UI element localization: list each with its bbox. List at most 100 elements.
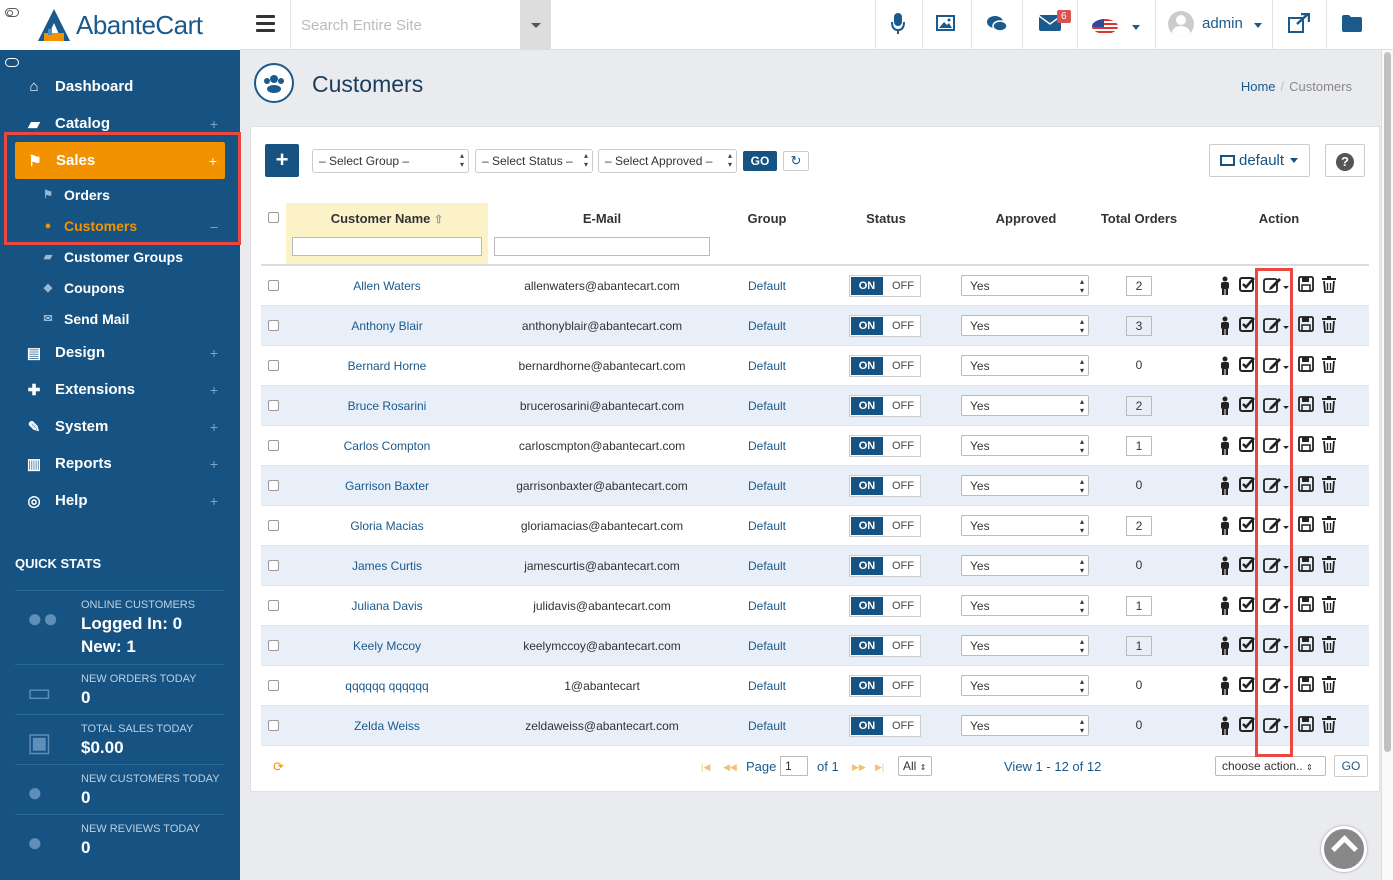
approve-check-icon[interactable] <box>1239 556 1256 573</box>
page-number-input[interactable]: 1 <box>780 756 808 776</box>
delete-trash-icon[interactable] <box>1322 596 1336 613</box>
sidebar-item-help[interactable]: ◎ Help + <box>0 482 240 519</box>
sidebar-subitem-customers[interactable]: ● Customers – <box>0 210 240 241</box>
customer-group-link[interactable]: Default <box>747 599 787 613</box>
prev-page-icon[interactable]: ◀◀ <box>723 762 737 772</box>
sidebar-subitem-customer-groups[interactable]: ▰ Customer Groups <box>0 241 240 272</box>
delete-trash-icon[interactable] <box>1322 556 1336 573</box>
chevron-down-icon[interactable] <box>1254 23 1262 28</box>
delete-trash-icon[interactable] <box>1322 436 1336 453</box>
customer-name-link[interactable]: Juliana Davis <box>351 599 423 613</box>
row-checkbox[interactable] <box>268 480 279 491</box>
delete-trash-icon[interactable] <box>1322 716 1336 733</box>
sidebar-item-system[interactable]: ✎ System + <box>0 408 240 445</box>
image-icon[interactable] <box>936 15 955 31</box>
column-header-email[interactable]: E-Mail <box>582 211 622 226</box>
row-checkbox[interactable] <box>268 560 279 571</box>
edit-icon[interactable] <box>1263 276 1289 294</box>
status-toggle[interactable]: ON OFF <box>849 675 921 697</box>
us-flag-icon[interactable] <box>1092 19 1118 34</box>
avatar[interactable] <box>1168 11 1194 37</box>
select-approved-dropdown[interactable]: – Select Approved – <box>598 149 737 173</box>
login-as-customer-icon[interactable] <box>1219 316 1231 336</box>
expand-plus-icon[interactable]: + <box>209 344 218 361</box>
approved-select[interactable]: Yes <box>961 555 1089 576</box>
sidebar-collapse-icon[interactable] <box>5 58 19 67</box>
status-toggle[interactable]: ON OFF <box>849 275 921 297</box>
edit-icon[interactable] <box>1263 636 1289 654</box>
filter-go-button[interactable]: GO <box>743 151 777 171</box>
sidebar-item-sales[interactable]: ⚑ Sales + <box>15 142 225 179</box>
customer-group-link[interactable]: Default <box>747 479 787 493</box>
expand-plus-icon[interactable]: + <box>209 418 218 435</box>
last-page-icon[interactable]: ▶| <box>875 762 885 772</box>
row-checkbox[interactable] <box>268 400 279 411</box>
expand-plus-icon[interactable]: + <box>209 492 218 509</box>
approved-select[interactable]: Yes <box>961 715 1089 736</box>
customer-name-link[interactable]: Keely Mccoy <box>352 639 422 653</box>
bulk-action-go-button[interactable]: GO <box>1334 755 1368 777</box>
delete-trash-icon[interactable] <box>1322 516 1336 533</box>
row-checkbox[interactable] <box>268 360 279 371</box>
edit-icon[interactable] <box>1263 356 1289 374</box>
column-header-approved[interactable]: Approved <box>995 211 1057 226</box>
status-toggle[interactable]: ON OFF <box>849 595 921 617</box>
customer-name-link[interactable]: Carlos Compton <box>343 439 431 453</box>
delete-trash-icon[interactable] <box>1322 356 1336 373</box>
login-as-customer-icon[interactable] <box>1219 276 1231 296</box>
save-icon[interactable] <box>1298 636 1314 652</box>
column-header-status[interactable]: Status <box>866 211 906 226</box>
row-checkbox[interactable] <box>268 280 279 291</box>
login-as-customer-icon[interactable] <box>1219 516 1231 536</box>
row-checkbox[interactable] <box>268 640 279 651</box>
total-orders[interactable]: 3 <box>1126 316 1152 336</box>
search-input[interactable]: Search Entire Site <box>301 17 422 34</box>
expand-plus-icon[interactable]: + <box>209 455 218 472</box>
first-page-icon[interactable]: |◀ <box>701 762 711 772</box>
row-checkbox[interactable] <box>268 720 279 731</box>
status-toggle[interactable]: ON OFF <box>849 635 921 657</box>
expand-plus-icon[interactable]: + <box>209 115 218 132</box>
save-icon[interactable] <box>1298 476 1314 492</box>
total-orders[interactable]: 1 <box>1126 596 1152 616</box>
sidebar-subitem-send-mail[interactable]: ✉ Send Mail <box>0 303 240 334</box>
expand-plus-icon[interactable]: + <box>208 152 217 169</box>
edit-icon[interactable] <box>1263 436 1289 454</box>
grid-view-dropdown[interactable]: default <box>1209 144 1310 177</box>
delete-trash-icon[interactable] <box>1322 396 1336 413</box>
sidebar-item-design[interactable]: ▤ Design + <box>0 334 240 371</box>
approved-select[interactable]: Yes <box>961 395 1089 416</box>
edit-icon[interactable] <box>1263 476 1289 494</box>
approve-check-icon[interactable] <box>1239 676 1256 693</box>
sidebar-subitem-coupons[interactable]: ◆ Coupons <box>0 272 240 303</box>
customer-name-link[interactable]: Allen Waters <box>353 279 421 293</box>
column-header-name[interactable]: Customer Name ⇧ <box>330 211 444 226</box>
customer-group-link[interactable]: Default <box>747 319 787 333</box>
edit-icon[interactable] <box>1263 556 1289 574</box>
customer-name-link[interactable]: Anthony Blair <box>351 319 423 333</box>
save-icon[interactable] <box>1298 436 1314 452</box>
scrollbar[interactable] <box>1381 50 1393 880</box>
sidebar-subitem-orders[interactable]: ⚑ Orders <box>0 179 240 210</box>
approve-check-icon[interactable] <box>1239 436 1256 453</box>
delete-trash-icon[interactable] <box>1322 476 1336 493</box>
expand-plus-icon[interactable]: + <box>209 381 218 398</box>
customer-name-link[interactable]: James Curtis <box>351 559 422 573</box>
folder-icon[interactable] <box>1342 15 1362 32</box>
total-orders[interactable]: 1 <box>1126 436 1152 456</box>
logo-area[interactable]: AbanteCart <box>0 0 240 50</box>
approved-select[interactable]: Yes <box>961 635 1089 656</box>
customer-name-link[interactable]: Bernard Horne <box>347 359 427 373</box>
edit-icon[interactable] <box>1263 516 1289 534</box>
refresh-icon[interactable]: ↻ <box>783 151 809 171</box>
approved-select[interactable]: Yes <box>961 275 1089 296</box>
approve-check-icon[interactable] <box>1239 356 1256 373</box>
total-orders[interactable]: 2 <box>1126 516 1152 536</box>
edit-icon[interactable] <box>1263 396 1289 414</box>
status-toggle[interactable]: ON OFF <box>849 355 921 377</box>
save-icon[interactable] <box>1298 596 1314 612</box>
sidebar-item-dashboard[interactable]: ⌂ Dashboard <box>0 68 240 105</box>
sidebar-item-extensions[interactable]: ✚ Extensions + <box>0 371 240 408</box>
bulk-action-select[interactable]: choose action.. ⇕ <box>1215 756 1326 776</box>
chevron-down-icon[interactable] <box>1132 25 1140 30</box>
